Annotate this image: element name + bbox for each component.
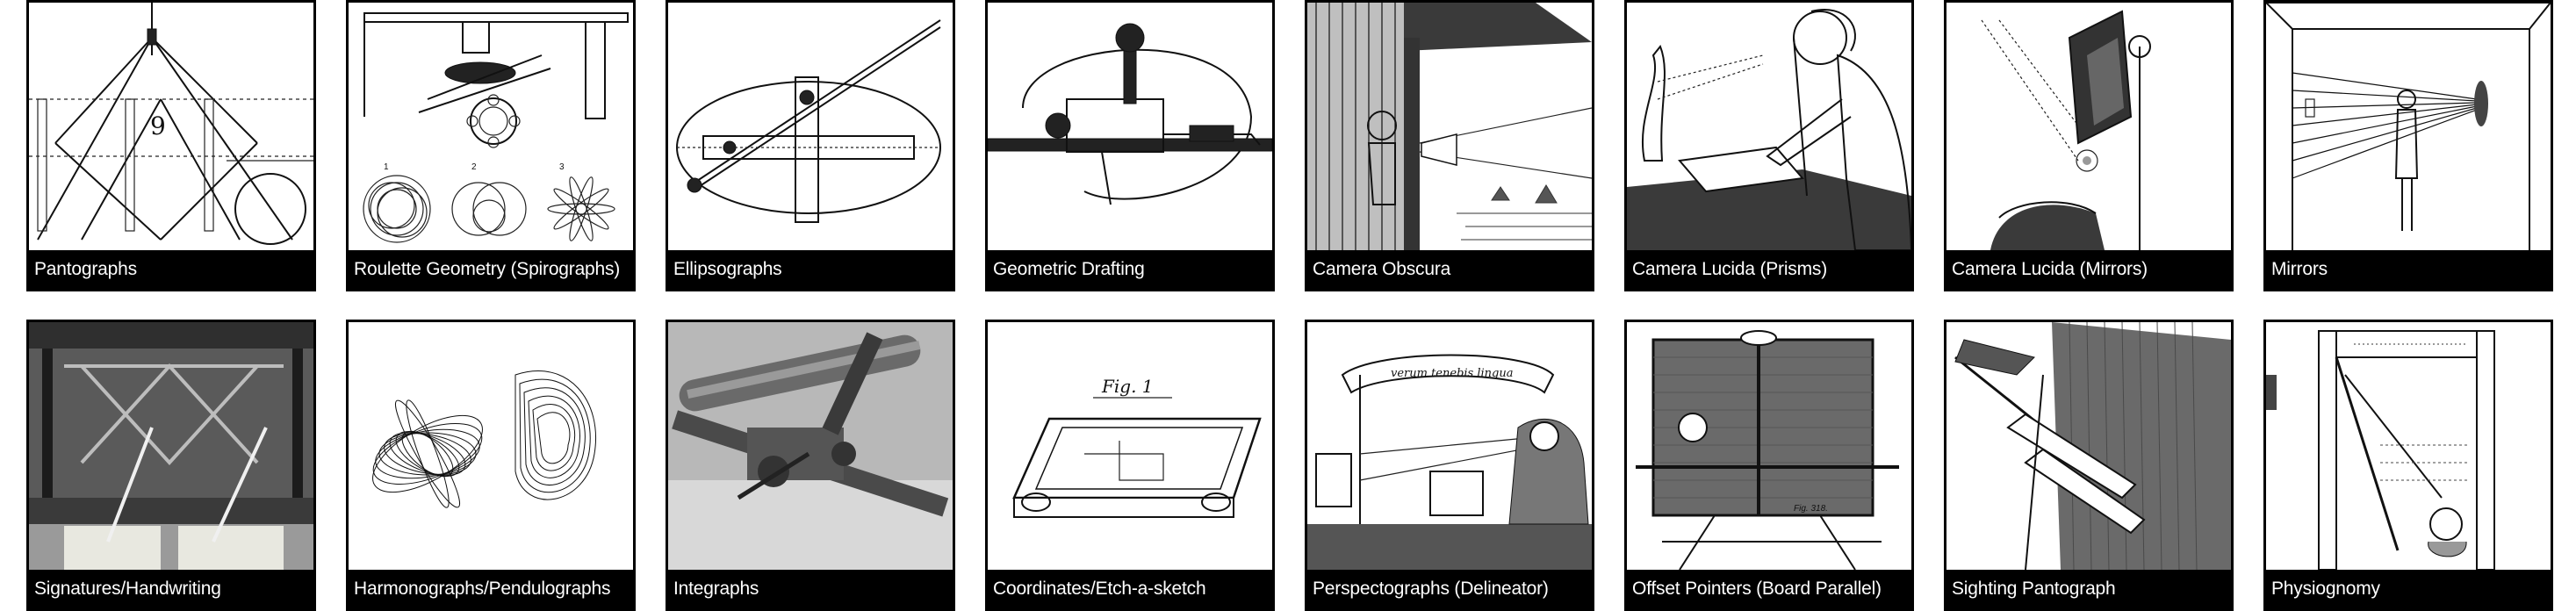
tile-label: Camera Obscura [1307,250,1592,289]
etch-fig-label: Fig. 1 [1101,376,1154,397]
tile-label: Camera Lucida (Mirrors) [1946,250,2231,289]
tile-label: Pantographs [29,250,313,289]
tile-pantographs[interactable]: 9 Pantographs [26,0,316,291]
perspectograph-engraving-icon: verum tenebis lingua [1307,322,1592,570]
tile-roulette-geometry[interactable]: 1 2 3 Roulette Geometry (Spirographs) [346,0,636,291]
tile-label: Geometric Drafting [988,250,1272,289]
spirograph-engraving-icon: 1 2 3 [349,3,633,250]
tile-ellipsographs[interactable]: Ellipsographs [666,0,955,291]
tile-camera-obscura[interactable]: Camera Obscura [1305,0,1594,291]
spiro-number-3: 3 [559,162,565,172]
tile-label: Integraphs [668,570,953,608]
offset-pointer-engraving-icon: Fig. 318. [1627,322,1911,570]
tile-label: Perspectographs (Delineator) [1307,570,1592,608]
tile-camera-lucida-mirrors[interactable]: Camera Lucida (Mirrors) [1944,0,2234,291]
spiro-number-2: 2 [471,162,477,172]
tile-camera-lucida-prisms[interactable]: Camera Lucida (Prisms) [1624,0,1914,291]
pantograph-number-label: 9 [150,111,166,140]
tile-physiognomy[interactable]: Physiognomy [2263,320,2553,611]
tile-label: Mirrors [2266,250,2551,289]
tile-sighting-pantograph[interactable]: Sighting Pantograph [1944,320,2234,611]
camera-obscura-engraving-icon [1307,3,1592,250]
tile-geometric-drafting[interactable]: Geometric Drafting [985,0,1275,291]
mirror-room-engraving-icon [2266,3,2551,250]
integraph-photo-icon [668,322,953,570]
board-fig-label: Fig. 318. [1794,504,1828,514]
signature-machine-photo-icon [29,322,313,570]
tile-label: Harmonographs/Pendulographs [349,570,633,608]
etch-a-sketch-patent-icon: Fig. 1 [988,322,1272,570]
tile-label: Roulette Geometry (Spirographs) [349,250,633,289]
drafting-instrument-engraving-icon [988,3,1272,250]
tile-label: Offset Pointers (Board Parallel) [1627,570,1911,608]
tile-label: Ellipsographs [668,250,953,289]
ellipsograph-engraving-icon [668,3,953,250]
sighting-pantograph-engraving-icon [1946,322,2231,570]
harmonograph-drawing-icon [349,322,633,570]
tile-harmonographs[interactable]: Harmonographs/Pendulographs [346,320,636,611]
camera-lucida-prism-engraving-icon [1627,3,1911,250]
tile-label: Signatures/Handwriting [29,570,313,608]
spiro-number-1: 1 [384,162,389,172]
tile-label: Sighting Pantograph [1946,570,2231,608]
tile-offset-pointers[interactable]: Fig. 318. Offset Pointers (Board Paralle… [1624,320,1914,611]
tile-signatures-handwriting[interactable]: Signatures/Handwriting [26,320,316,611]
tile-perspectographs[interactable]: verum tenebis lingua Perspectographs (De… [1305,320,1594,611]
tile-integraphs[interactable]: Integraphs [666,320,955,611]
delineator-banner-text: verum tenebis lingua [1391,367,1513,380]
pantograph-engraving-icon: 9 [29,3,313,250]
tile-label: Camera Lucida (Prisms) [1627,250,1911,289]
camera-lucida-mirror-engraving-icon [1946,3,2231,250]
tile-label: Physiognomy [2266,570,2551,608]
tile-label: Coordinates/Etch-a-sketch [988,570,1272,608]
physiognotrace-engraving-icon [2266,322,2551,570]
tile-mirrors[interactable]: Mirrors [2263,0,2553,291]
tile-coordinates-etch-a-sketch[interactable]: Fig. 1 Coordinates/Etch-a-sketch [985,320,1275,611]
